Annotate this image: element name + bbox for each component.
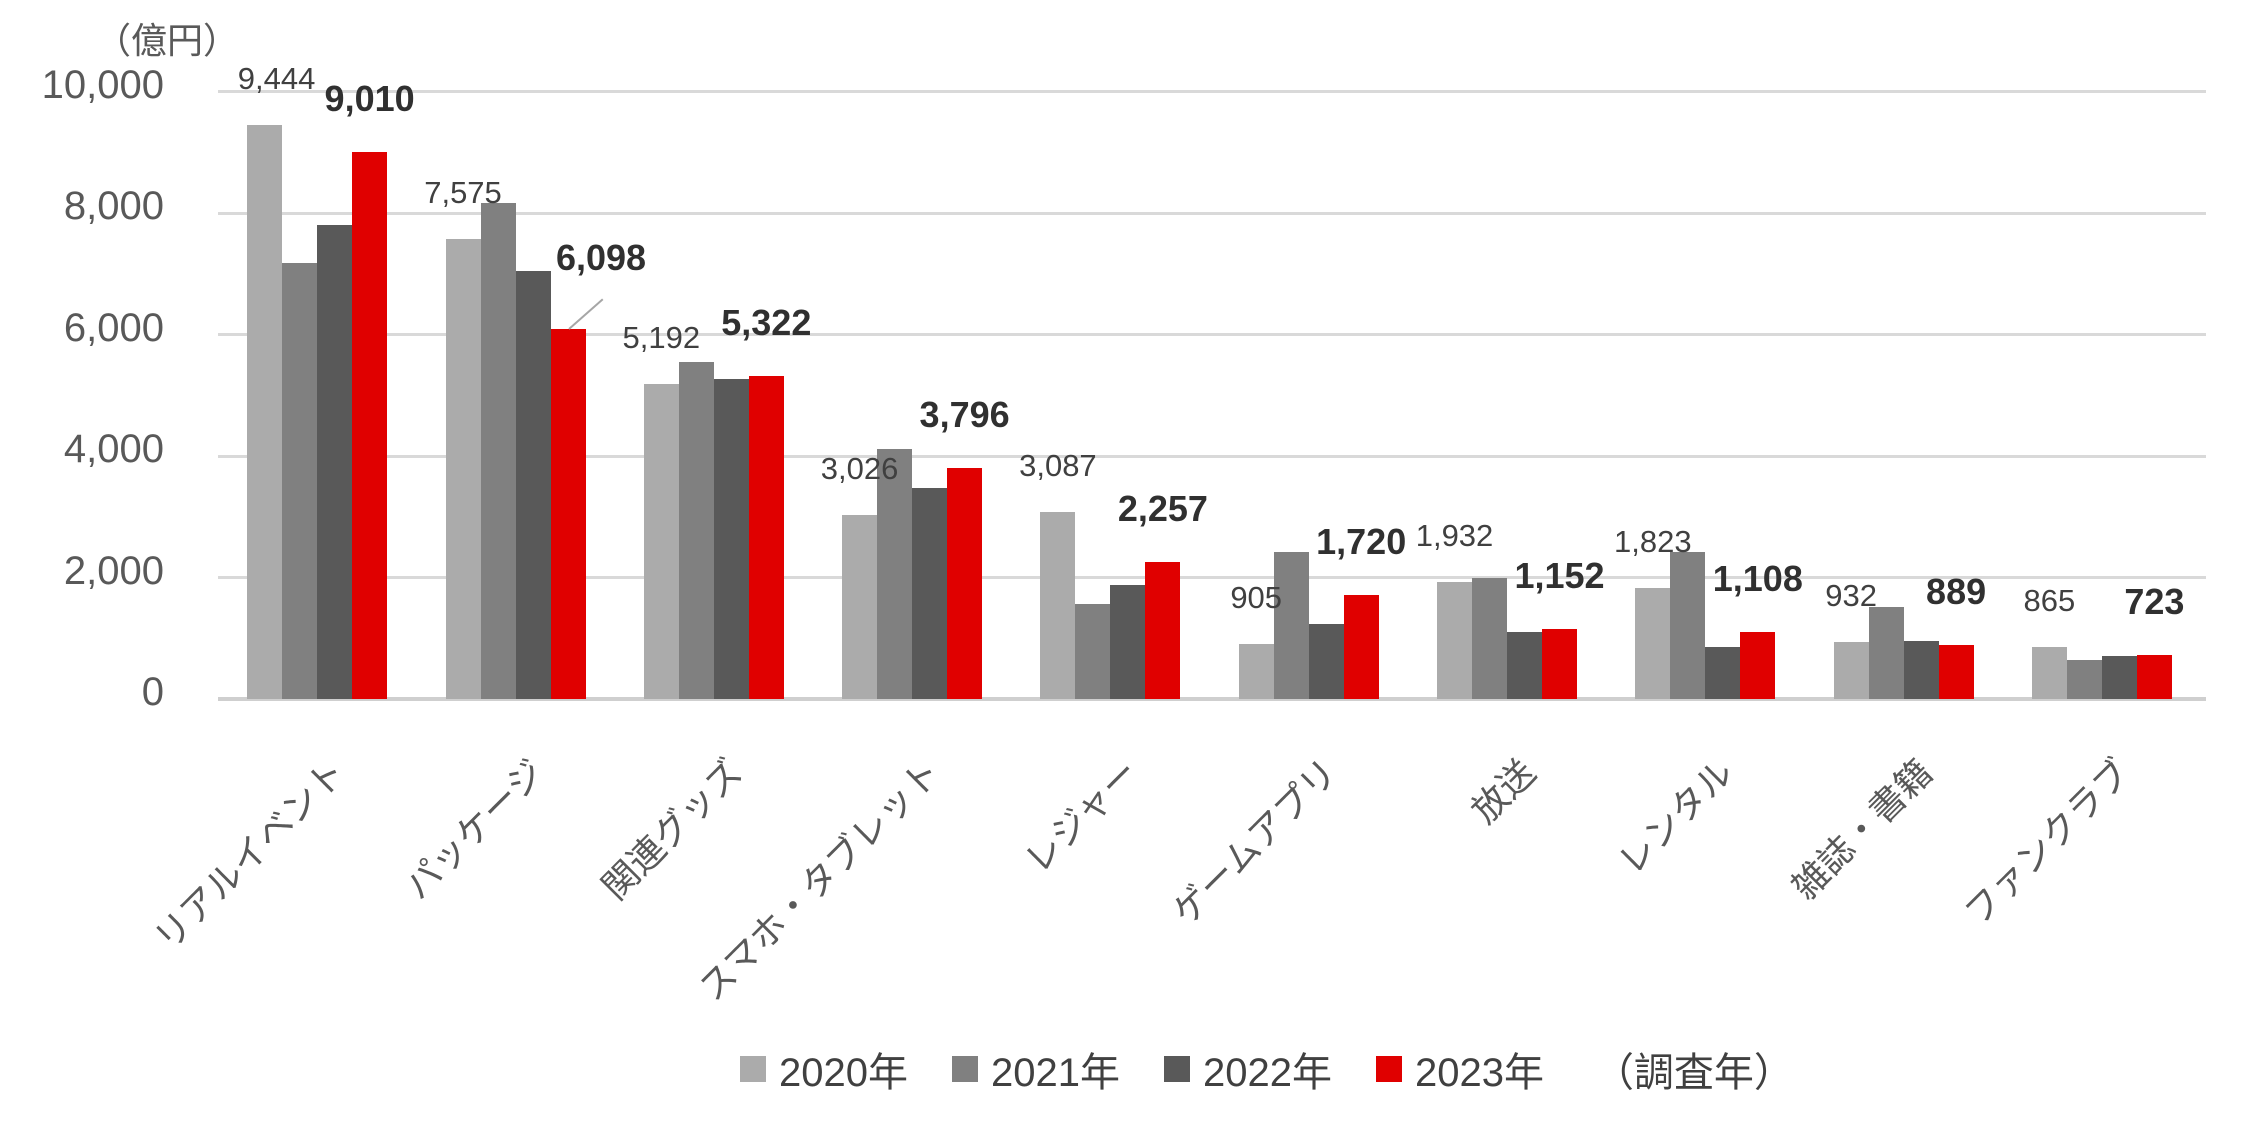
bar-2020年-パッケージ: [445, 238, 481, 699]
bar-2023年-関連グッズ: [748, 375, 784, 699]
data-label: 5,192: [622, 319, 701, 355]
gridline: [218, 90, 2206, 93]
legend-swatch-icon: [1163, 1056, 1190, 1082]
bar-2020年-レジャー: [1040, 511, 1076, 699]
legend-item: 2021年: [951, 1040, 1120, 1098]
bar-2023年-スマホ・タブレット: [947, 468, 983, 699]
bar-2021年-リアルイベント: [282, 262, 318, 699]
y-axis-tick-label: 8,000: [63, 184, 164, 228]
bar-2023年-リアルイベント: [352, 151, 388, 699]
bar-2020年-放送: [1437, 581, 1472, 699]
data-label: 889: [1926, 571, 1987, 612]
bar-2020年-スマホ・タブレット: [842, 515, 878, 699]
data-label: 9,444: [237, 61, 316, 97]
bar-2022年-レジャー: [1110, 585, 1146, 699]
data-label: 7,575: [424, 174, 502, 210]
leader-line: [568, 298, 604, 330]
bar-2021年-放送: [1472, 577, 1507, 699]
bar-2023年-パッケージ: [550, 328, 586, 699]
bar-2021年-ゲームアプリ: [1273, 552, 1309, 699]
data-label: 3,796: [919, 394, 1010, 436]
legend-swatch-icon: [740, 1056, 766, 1082]
bar-2022年-ゲームアプリ: [1308, 624, 1344, 699]
bar-2021年-レジャー: [1075, 604, 1111, 699]
data-label: 3,087: [1019, 447, 1097, 483]
bar-2021年-ファンクラブ: [2066, 659, 2102, 699]
bar-2023年-ファンクラブ: [2136, 655, 2172, 699]
bar-2020年-リアルイベント: [247, 125, 283, 699]
bar-2022年-関連グッズ: [713, 378, 749, 699]
bar-2022年-雑誌・書籍: [1903, 640, 1939, 699]
y-axis-unit-label: （億円）: [95, 20, 240, 61]
gridline: [218, 576, 2206, 579]
legend-swatch-icon: [1375, 1056, 1402, 1082]
legend: 2020年 2021年 2022年 2023年 （調査年）: [740, 1046, 1794, 1095]
legend-swatch-icon: [951, 1056, 978, 1082]
data-label: 2,257: [1117, 487, 1208, 529]
bar-2023年-雑誌・書籍: [1938, 645, 1974, 699]
x-axis-line: [218, 697, 2206, 701]
data-label: 3,026: [820, 451, 899, 487]
data-label: 9,010: [324, 77, 415, 119]
gridline: [218, 211, 2206, 215]
bar-2023年-ゲームアプリ: [1343, 594, 1379, 699]
bar-2021年-レンタル: [1670, 552, 1706, 699]
bar-2020年-雑誌・書籍: [1833, 642, 1869, 699]
bar-2022年-パッケージ: [515, 270, 551, 699]
bar-2022年-スマホ・タブレット: [912, 488, 948, 699]
bar-2020年-レンタル: [1635, 588, 1671, 699]
bar-2022年-レンタル: [1705, 647, 1741, 699]
data-label: 1,108: [1712, 557, 1803, 599]
bar-2021年-雑誌・書籍: [1868, 607, 1904, 699]
bar-2022年-リアルイベント: [317, 225, 353, 699]
bar-2021年-スマホ・タブレット: [877, 449, 913, 699]
data-label: 1,720: [1316, 520, 1407, 562]
legend-item: 2022年: [1163, 1040, 1332, 1098]
legend-item: 2020年: [740, 1040, 908, 1098]
bar-2023年-放送: [1542, 629, 1577, 699]
y-axis-tick-label: 10,000: [41, 62, 164, 107]
legend-label: 2022年: [1202, 1051, 1332, 1095]
bar-2023年-レンタル: [1740, 631, 1776, 699]
bar-2020年-ゲームアプリ: [1238, 644, 1274, 699]
category-label-パッケージ: パッケージ: [396, 751, 552, 908]
data-label: 1,932: [1415, 517, 1494, 553]
category-label-ファンクラブ: ファンクラブ: [1956, 751, 2139, 934]
data-label: 1,823: [1614, 524, 1692, 560]
y-axis-tick-label: 0: [141, 670, 164, 714]
y-axis-tick-label: 2,000: [63, 548, 164, 593]
category-label-関連グッズ: 関連グッズ: [593, 751, 751, 908]
gridline: [218, 454, 2206, 458]
bar-2021年-関連グッズ: [678, 362, 714, 699]
legend-item: 2023年: [1375, 1040, 1544, 1098]
bar-2020年-関連グッズ: [643, 383, 679, 699]
data-label: 905: [1230, 580, 1283, 615]
bar-2022年-放送: [1507, 632, 1542, 699]
data-label: 6,098: [555, 236, 647, 278]
legend-label: 2021年: [990, 1051, 1120, 1095]
y-axis-tick-label: 4,000: [63, 427, 164, 471]
category-label-リアルイベント: リアルイベント: [146, 751, 354, 959]
gridline: [218, 333, 2206, 336]
legend-label: 2023年: [1414, 1051, 1544, 1095]
data-label: 865: [2023, 582, 2076, 618]
bar-2021年-パッケージ: [480, 202, 516, 699]
bar-2020年-ファンクラブ: [2031, 646, 2067, 699]
bar-2023年-レジャー: [1145, 561, 1181, 699]
data-label: 723: [2124, 581, 2185, 623]
data-label: 1,152: [1514, 555, 1605, 596]
data-label: 5,322: [721, 301, 812, 343]
bar-2022年-ファンクラブ: [2101, 655, 2137, 699]
legend-note: （調査年）: [1593, 1051, 1794, 1095]
data-label: 932: [1825, 578, 1877, 614]
legend-label: 2020年: [779, 1051, 908, 1095]
y-axis-tick-label: 6,000: [63, 305, 164, 350]
